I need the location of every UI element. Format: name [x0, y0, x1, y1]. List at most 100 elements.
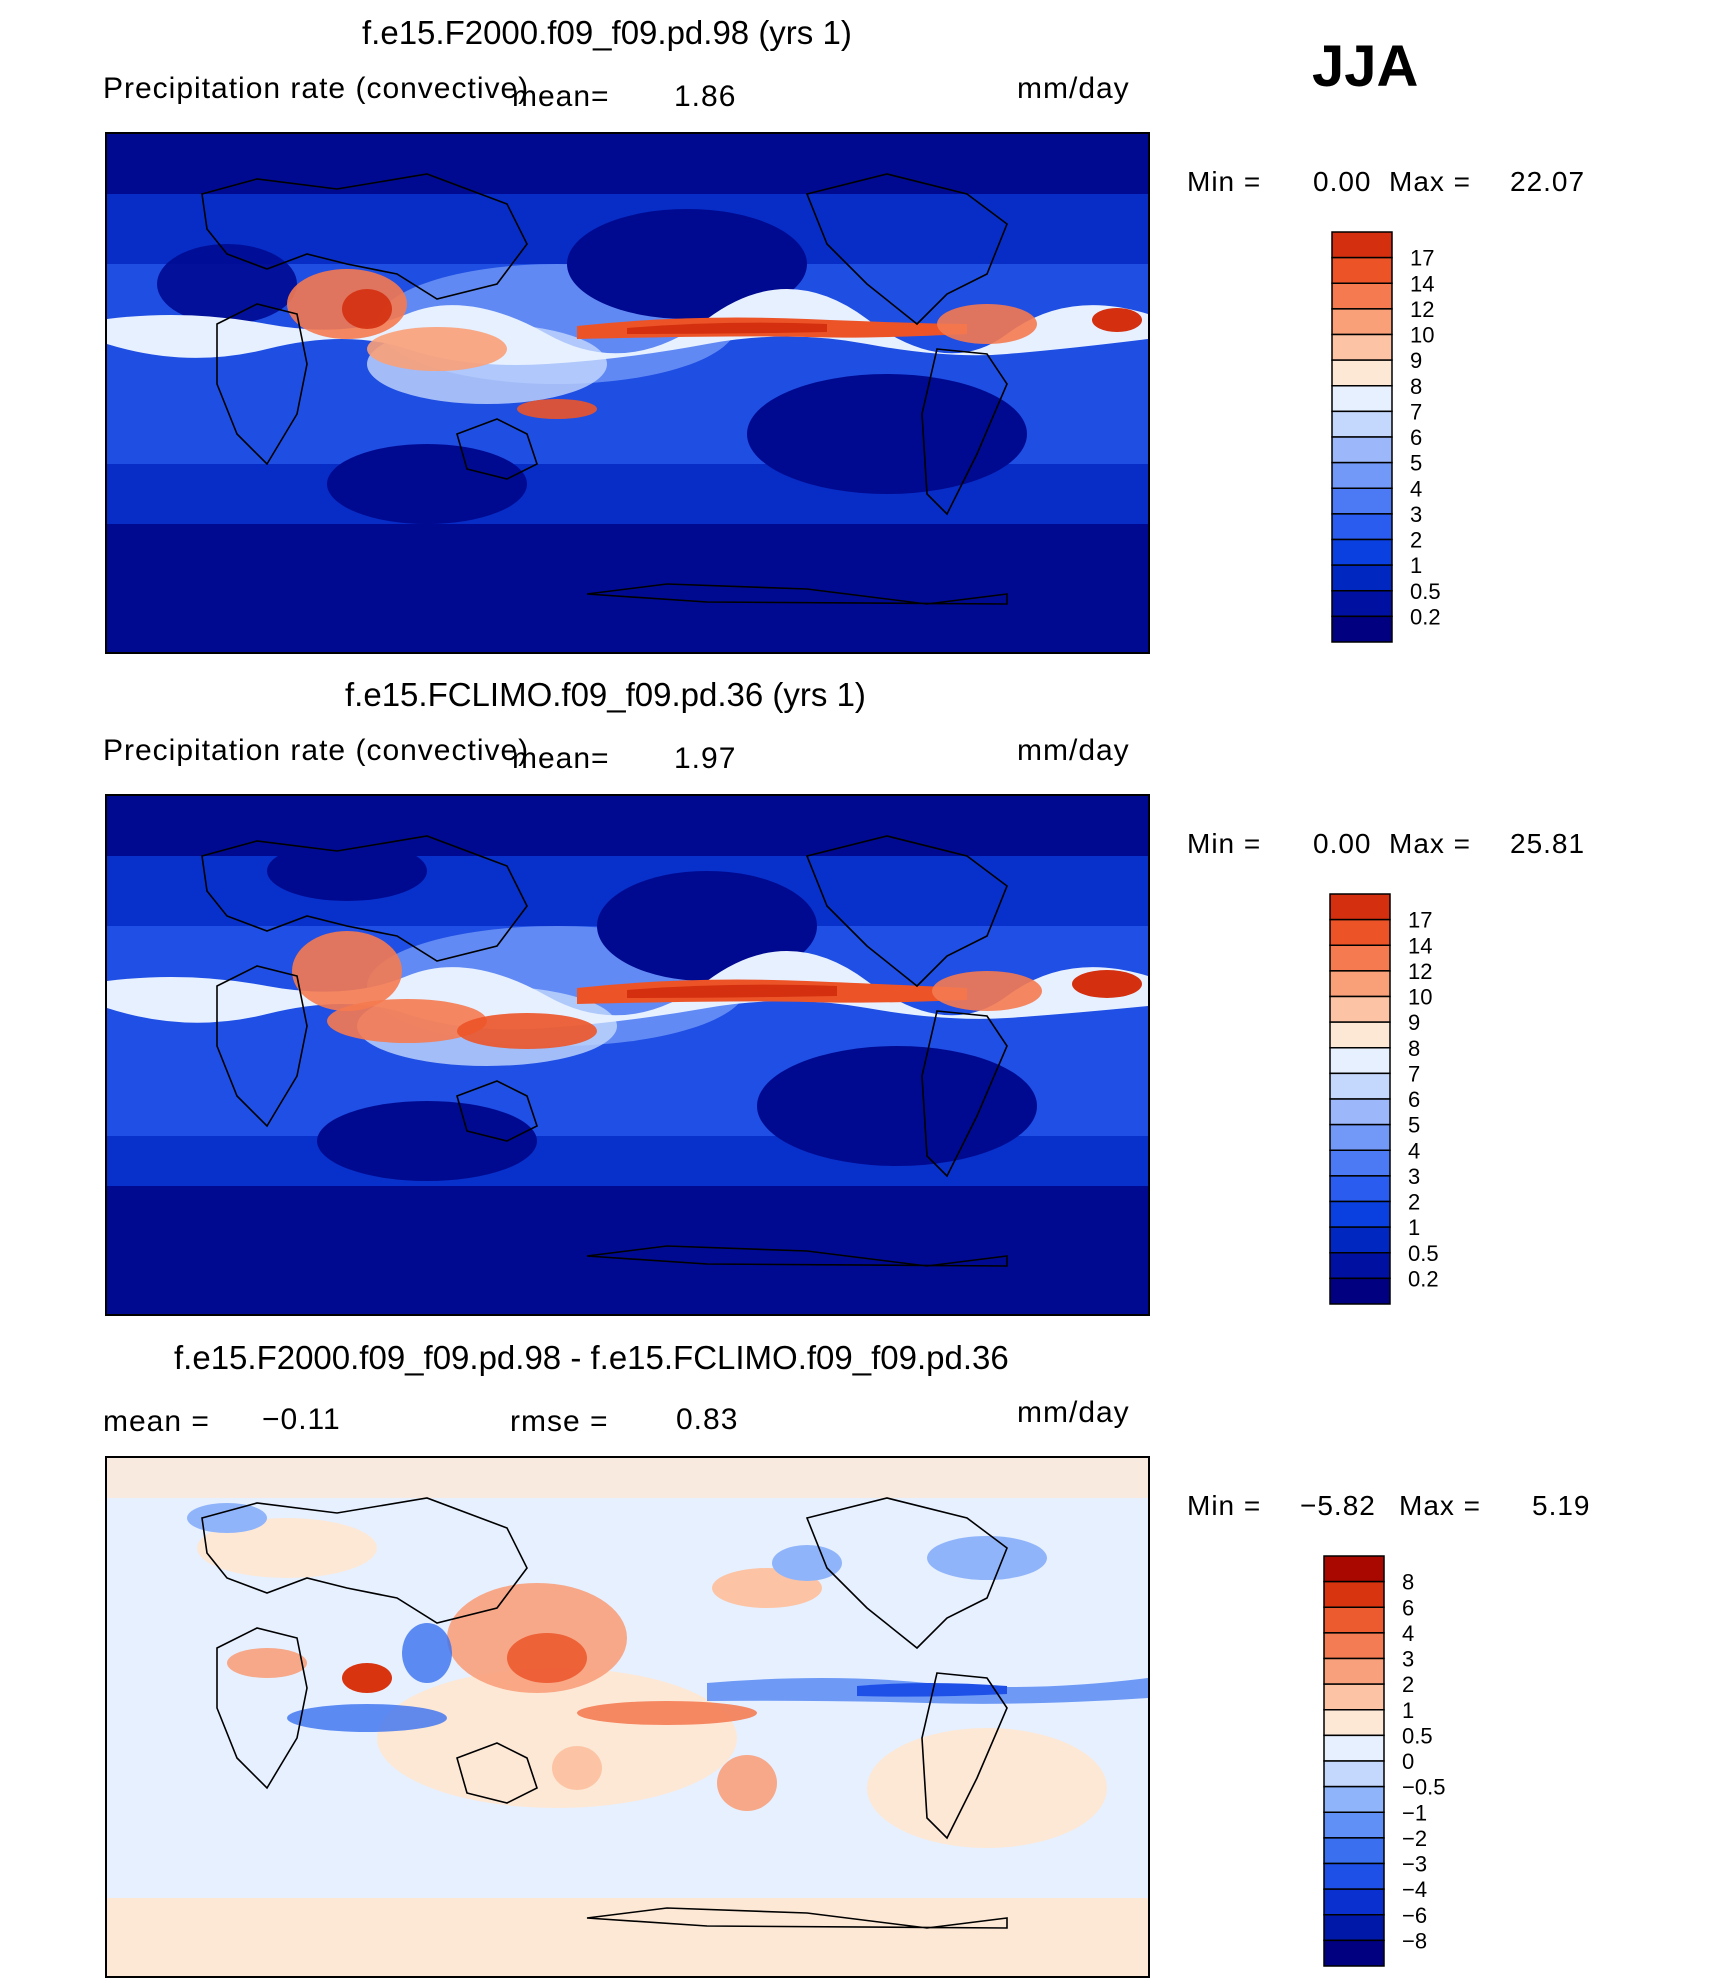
colorbar-label: 0.5	[1410, 579, 1441, 604]
panel2-title: f.e15.FCLIMO.f09_f09.pd.36 (yrs 1)	[345, 676, 866, 713]
panel2-units: mm/day	[1017, 734, 1130, 767]
colorbar-swatch	[1331, 359, 1393, 387]
panel3-max-label: Max =	[1399, 1490, 1482, 1521]
panel3-map-svg	[107, 1458, 1148, 1976]
colorbar-swatch	[1331, 410, 1393, 438]
colorbar-swatch	[1329, 893, 1391, 921]
panel3-min-label: Min =	[1187, 1490, 1262, 1521]
colorbar-swatch	[1329, 1226, 1391, 1254]
panel2-mean-label: mean=	[512, 742, 610, 775]
colorbar-swatch	[1331, 333, 1393, 361]
colorbar-label: 0.2	[1410, 604, 1441, 629]
colorbar-label: 0.5	[1408, 1241, 1439, 1266]
panel1-mean-label: mean=	[512, 80, 610, 113]
colorbar-swatch	[1331, 590, 1393, 618]
colorbar-label: −0.5	[1402, 1775, 1445, 1800]
panel1-mean-value: 1.86	[674, 80, 737, 113]
colorbar-label: 10	[1410, 323, 1434, 348]
colorbar-label: 8	[1410, 374, 1422, 399]
panel1-title: f.e15.F2000.f09_f09.pd.98 (yrs 1)	[362, 14, 852, 51]
colorbar-swatch	[1323, 1580, 1385, 1608]
colorbar-swatch	[1323, 1632, 1385, 1660]
colorbar-label: 7	[1408, 1061, 1420, 1086]
colorbar-swatch	[1329, 1277, 1391, 1305]
colorbar-label: 8	[1402, 1570, 1414, 1595]
colorbar-swatch	[1323, 1811, 1385, 1839]
colorbar-label: 0.2	[1408, 1266, 1439, 1291]
panel2-map	[105, 794, 1150, 1316]
colorbar-swatch	[1329, 995, 1391, 1023]
panel1-max-value: 22.07	[1510, 166, 1586, 197]
colorbar-label: 2	[1410, 528, 1422, 553]
colorbar-swatch	[1331, 436, 1393, 464]
colorbar-label: 17	[1408, 908, 1432, 933]
panel2-max-label: Max =	[1389, 828, 1472, 859]
panel3-map	[105, 1456, 1150, 1978]
colorbar-swatch	[1329, 1047, 1391, 1075]
colorbar-swatch	[1331, 564, 1393, 592]
colorbar-label: −6	[1402, 1903, 1427, 1928]
colorbar-label: 0.5	[1402, 1723, 1433, 1748]
colorbar-label: 5	[1410, 451, 1422, 476]
panel2-min-label: Min =	[1187, 828, 1262, 859]
colorbar-swatch	[1323, 1939, 1385, 1967]
colorbar-label: 2	[1408, 1190, 1420, 1215]
panel2-max-value: 25.81	[1510, 828, 1586, 859]
colorbar-label: 8	[1408, 1036, 1420, 1061]
colorbar-swatch	[1331, 513, 1393, 541]
colorbar-swatch	[1323, 1709, 1385, 1737]
colorbar-swatch	[1329, 1098, 1391, 1126]
colorbar-swatch	[1329, 1200, 1391, 1228]
colorbar-swatch	[1329, 1072, 1391, 1100]
colorbar-swatch	[1331, 487, 1393, 515]
colorbar-label: 3	[1408, 1164, 1420, 1189]
colorbar-swatch	[1329, 1123, 1391, 1151]
panel1-max-label: Max =	[1389, 166, 1472, 197]
colorbar-swatch	[1331, 282, 1393, 310]
colorbar-swatch	[1329, 1021, 1391, 1049]
colorbar-label: 14	[1408, 933, 1432, 958]
colorbar-label: −2	[1402, 1826, 1427, 1851]
colorbar-swatch	[1331, 308, 1393, 336]
panel1-variable: Precipitation rate (convective)	[103, 72, 530, 105]
panel1-min-value: 0.00	[1313, 166, 1372, 197]
colorbar-label: 0	[1402, 1749, 1414, 1774]
panel1-units: mm/day	[1017, 72, 1130, 105]
panel3-rmse-value: 0.83	[676, 1403, 739, 1436]
panel1-map	[105, 132, 1150, 654]
colorbar-label: −8	[1402, 1928, 1427, 1953]
colorbar-label: −3	[1402, 1852, 1427, 1877]
colorbar-swatch	[1331, 461, 1393, 489]
colorbar-swatch	[1331, 231, 1393, 259]
panel2-mean-value: 1.97	[674, 742, 737, 775]
colorbar-swatch	[1331, 385, 1393, 413]
colorbar-label: 4	[1410, 476, 1422, 501]
colorbar-label: 9	[1410, 348, 1422, 373]
colorbar-label: 6	[1410, 425, 1422, 450]
colorbar-swatch	[1323, 1914, 1385, 1942]
colorbar-label: 3	[1402, 1647, 1414, 1672]
colorbar-swatch	[1323, 1888, 1385, 1916]
colorbar-label: 6	[1402, 1595, 1414, 1620]
panel2-map-svg	[107, 796, 1148, 1314]
colorbar-label: 12	[1408, 959, 1432, 984]
colorbar-label: 5	[1408, 1113, 1420, 1138]
colorbar-swatch	[1331, 615, 1393, 643]
colorbar-swatch	[1329, 1175, 1391, 1203]
season-label: JJA	[1312, 34, 1419, 99]
colorbar-label: 17	[1410, 246, 1434, 271]
panel2-min-value: 0.00	[1313, 828, 1372, 859]
panel1-map-svg	[107, 134, 1148, 652]
panel3-title: f.e15.F2000.f09_f09.pd.98 - f.e15.FCLIMO…	[174, 1339, 1009, 1376]
colorbar-label: −4	[1402, 1877, 1427, 1902]
colorbar-swatch	[1323, 1837, 1385, 1865]
panel2-variable: Precipitation rate (convective)	[103, 734, 530, 767]
colorbar-label: 1	[1410, 553, 1422, 578]
colorbar-swatch	[1329, 1149, 1391, 1177]
panel3-units: mm/day	[1017, 1396, 1130, 1429]
colorbar-swatch	[1323, 1760, 1385, 1788]
colorbar-swatch	[1323, 1785, 1385, 1813]
colorbar-swatch	[1329, 970, 1391, 998]
